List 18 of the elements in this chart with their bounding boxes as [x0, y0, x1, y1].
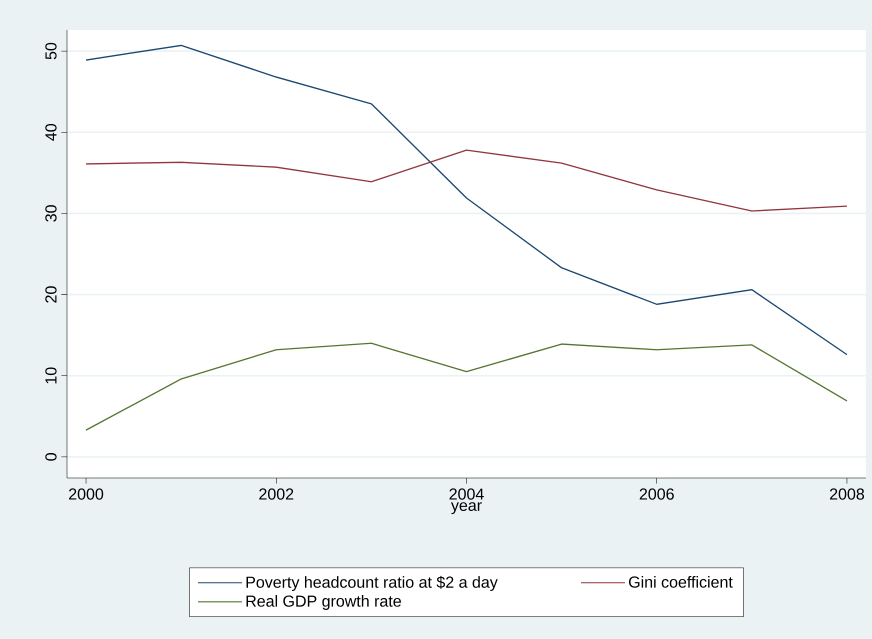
y-tick-label: 40 [45, 124, 57, 141]
x-tick-label: 2006 [640, 488, 674, 500]
y-tick-label: 10 [45, 367, 57, 384]
line-series [85, 342, 848, 431]
y-tick-label: 30 [45, 205, 57, 222]
legend-label: Poverty headcount ratio at $2 a day [246, 576, 498, 592]
legend-label: Real GDP growth rate [246, 595, 401, 610]
x-tick-label: 2004 [449, 488, 484, 500]
line-series [85, 44, 848, 356]
line-series [85, 149, 848, 212]
y-tick-label: 0 [45, 453, 57, 461]
y-tick-label: 20 [45, 286, 57, 303]
legend-label: Gini coefficient [628, 576, 733, 588]
x-tick-label: 2000 [69, 488, 104, 500]
x-axis-title: year [450, 502, 482, 514]
x-tick-label: 2002 [259, 488, 294, 500]
y-tick-label: 50 [45, 42, 57, 60]
x-tick-label: 2008 [830, 488, 864, 500]
